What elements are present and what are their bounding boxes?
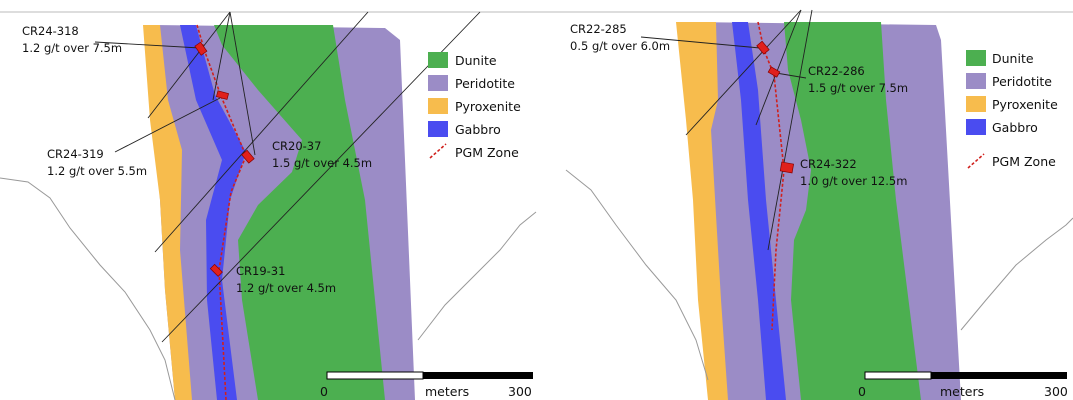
hole-grade: 1.2 g/t over 7.5m bbox=[22, 41, 122, 55]
legend-swatch bbox=[428, 52, 448, 68]
scale-start: 0 bbox=[320, 384, 328, 399]
legend-label: Pyroxenite bbox=[992, 97, 1058, 112]
dunite bbox=[214, 25, 385, 400]
legend-label: Dunite bbox=[455, 53, 497, 68]
topography bbox=[960, 217, 1073, 331]
legend-swatch bbox=[966, 96, 986, 112]
scale-bar: 0 meters 300 bbox=[858, 371, 1068, 399]
legend-label: Gabbro bbox=[992, 120, 1038, 135]
legend: Dunite Peridotite Pyroxenite Gabbro PGM … bbox=[428, 52, 521, 160]
scale-segment bbox=[423, 372, 533, 379]
scale-segment bbox=[326, 371, 424, 380]
pyroxenite bbox=[143, 25, 192, 400]
leader-line bbox=[114, 97, 221, 153]
scale-segment bbox=[931, 372, 1067, 379]
intercept-marker bbox=[215, 90, 230, 100]
hole-grade: 1.5 g/t over 4.5m bbox=[272, 156, 372, 170]
intercept-marker bbox=[241, 149, 255, 164]
legend-swatch bbox=[428, 98, 448, 114]
leader-line bbox=[775, 72, 807, 79]
legend-swatch bbox=[428, 75, 448, 91]
pyroxenite bbox=[676, 22, 728, 400]
hole-grade: 0.5 g/t over 6.0m bbox=[570, 39, 670, 53]
leader-line bbox=[94, 41, 201, 49]
intercept-marker bbox=[209, 263, 223, 277]
topography bbox=[565, 169, 709, 381]
hole-name: CR22-285 bbox=[570, 22, 627, 36]
topography bbox=[0, 177, 176, 400]
legend-swatch bbox=[966, 73, 986, 89]
drill-hole bbox=[154, 11, 369, 253]
drill-hole bbox=[212, 11, 231, 101]
legend-label: PGM Zone bbox=[992, 154, 1056, 169]
hole-name: CR24-319 bbox=[47, 147, 104, 161]
legend-swatch bbox=[966, 50, 986, 66]
hole-name: CR24-322 bbox=[800, 157, 857, 171]
leader-line bbox=[640, 36, 761, 49]
scale-segment bbox=[864, 371, 932, 380]
legend-label: Dunite bbox=[992, 51, 1034, 66]
hole-name: CR24-318 bbox=[22, 24, 79, 38]
topography bbox=[417, 211, 537, 341]
scale-unit: meters bbox=[425, 384, 469, 399]
legend-label: PGM Zone bbox=[455, 145, 519, 160]
intercept-marker bbox=[779, 161, 795, 174]
drill-hole bbox=[767, 9, 813, 251]
section-right: CR22-285 0.5 g/t over 6.0m CR22-286 1.5 … bbox=[536, 9, 1073, 400]
legend-swatch bbox=[966, 119, 986, 135]
intercept-marker bbox=[756, 40, 770, 55]
hole-grade: 1.2 g/t over 5.5m bbox=[47, 164, 147, 178]
section-left: CR24-318 1.2 g/t over 7.5m CR24-319 1.2 … bbox=[0, 11, 537, 400]
legend-label: Peridotite bbox=[455, 76, 515, 91]
drill-hole bbox=[229, 11, 256, 156]
scale-start: 0 bbox=[858, 384, 866, 399]
scale-end: 300 bbox=[508, 384, 532, 399]
drill-hole bbox=[161, 11, 481, 343]
drill-hole bbox=[147, 11, 231, 119]
scale-unit: meters bbox=[940, 384, 984, 399]
hole-grade: 1.0 g/t over 12.5m bbox=[800, 174, 907, 188]
legend-label: Pyroxenite bbox=[455, 99, 521, 114]
legend-swatch bbox=[967, 153, 985, 169]
scale-bar: 0 meters 300 bbox=[320, 371, 533, 399]
drill-hole bbox=[685, 9, 802, 136]
scale-end: 300 bbox=[1044, 384, 1068, 399]
intercept-marker bbox=[194, 41, 208, 56]
hole-grade: 1.5 g/t over 7.5m bbox=[808, 81, 908, 95]
legend-swatch bbox=[428, 121, 448, 137]
drill-hole bbox=[755, 9, 802, 126]
legend: Dunite Peridotite Pyroxenite Gabbro PGM … bbox=[966, 50, 1058, 169]
gabbro bbox=[180, 25, 246, 400]
hole-name: CR22-286 bbox=[808, 64, 865, 78]
hole-grade: 1.2 g/t over 4.5m bbox=[236, 281, 336, 295]
hole-name: CR19-31 bbox=[236, 264, 285, 278]
intercept-marker bbox=[767, 66, 781, 78]
legend-label: Gabbro bbox=[455, 122, 501, 137]
legend-label: Peridotite bbox=[992, 74, 1052, 89]
legend-swatch bbox=[429, 143, 447, 159]
dunite bbox=[784, 22, 921, 400]
hole-name: CR20-37 bbox=[272, 139, 321, 153]
